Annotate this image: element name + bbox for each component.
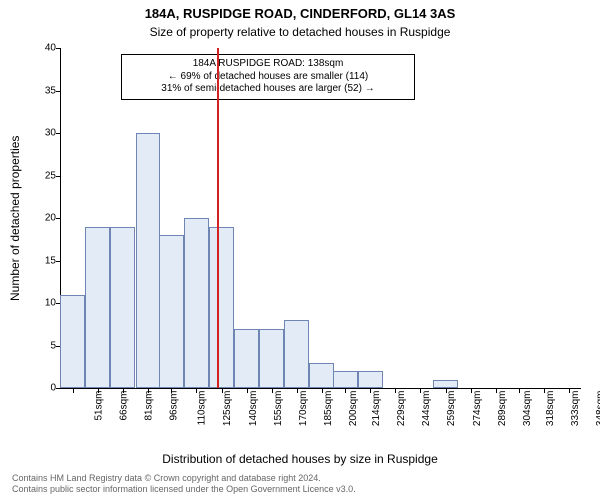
x-tick-mark xyxy=(395,388,396,393)
x-tick-mark xyxy=(247,388,248,393)
histogram-bar xyxy=(284,320,309,388)
x-tick-label: 229sqm xyxy=(396,391,407,427)
annotation-box: 184A RUSPIDGE ROAD: 138sqm ← 69% of deta… xyxy=(121,54,415,100)
histogram-bar xyxy=(60,295,85,389)
x-tick-label: 51sqm xyxy=(93,391,104,421)
histogram-bar xyxy=(184,218,209,388)
x-tick-mark xyxy=(171,388,172,393)
x-axis-label: Distribution of detached houses by size … xyxy=(0,452,600,466)
x-tick-mark xyxy=(272,388,273,393)
x-tick-mark xyxy=(544,388,545,393)
y-tick-label: 30 xyxy=(30,128,56,139)
x-tick-mark xyxy=(73,388,74,393)
histogram-bar xyxy=(209,227,234,389)
x-tick-label: 110sqm xyxy=(197,391,208,426)
footer-attribution: Contains HM Land Registry data © Crown c… xyxy=(12,473,356,495)
x-tick-label: 200sqm xyxy=(348,391,359,427)
x-tick-mark xyxy=(297,388,298,393)
x-tick-mark xyxy=(496,388,497,393)
y-tick-mark xyxy=(56,91,61,92)
y-tick-label: 10 xyxy=(30,298,56,309)
histogram-bar xyxy=(433,380,458,389)
y-tick-mark xyxy=(56,218,61,219)
x-tick-mark xyxy=(148,388,149,393)
x-tick-mark xyxy=(370,388,371,393)
x-tick-label: 318sqm xyxy=(545,391,556,427)
histogram-bar xyxy=(85,227,110,389)
x-tick-label: 214sqm xyxy=(371,391,382,427)
x-tick-label: 125sqm xyxy=(223,391,234,427)
chart-title: 184A, RUSPIDGE ROAD, CINDERFORD, GL14 3A… xyxy=(0,6,600,21)
x-tick-label: 140sqm xyxy=(248,391,259,427)
y-tick-label: 25 xyxy=(30,170,56,181)
y-tick-label: 15 xyxy=(30,255,56,266)
y-tick-label: 5 xyxy=(30,340,56,351)
x-tick-label: 289sqm xyxy=(497,391,508,427)
annotation-line: 31% of semi-detached houses are larger (… xyxy=(128,83,408,96)
annotation-line: 184A RUSPIDGE ROAD: 138sqm xyxy=(128,58,408,71)
reference-line xyxy=(217,48,219,388)
x-tick-label: 348sqm xyxy=(595,391,600,427)
y-tick-mark xyxy=(56,48,61,49)
y-tick-mark xyxy=(56,388,61,389)
histogram-bar xyxy=(309,363,334,389)
x-tick-mark xyxy=(446,388,447,393)
x-tick-label: 96sqm xyxy=(168,391,179,421)
y-tick-mark xyxy=(56,176,61,177)
x-tick-label: 259sqm xyxy=(447,391,458,427)
x-tick-mark xyxy=(196,388,197,393)
x-tick-label: 304sqm xyxy=(522,391,533,427)
chart-subtitle: Size of property relative to detached ho… xyxy=(0,25,600,39)
histogram-bar xyxy=(234,329,259,389)
x-tick-mark xyxy=(345,388,346,393)
x-tick-label: 244sqm xyxy=(421,391,432,427)
x-tick-mark xyxy=(123,388,124,393)
chart-container: 184A, RUSPIDGE ROAD, CINDERFORD, GL14 3A… xyxy=(0,0,600,500)
y-axis-label: Number of detached properties xyxy=(8,135,22,300)
x-tick-mark xyxy=(222,388,223,393)
footer-line: Contains public sector information licen… xyxy=(12,484,356,495)
x-tick-label: 333sqm xyxy=(570,391,581,427)
histogram-bar xyxy=(136,133,161,388)
x-tick-label: 155sqm xyxy=(273,391,284,427)
y-tick-label: 20 xyxy=(30,213,56,224)
x-tick-mark xyxy=(98,388,99,393)
y-tick-label: 35 xyxy=(30,85,56,96)
x-tick-mark xyxy=(519,388,520,393)
plot-area: 184A RUSPIDGE ROAD: 138sqm ← 69% of deta… xyxy=(60,48,581,389)
y-tick-mark xyxy=(56,261,61,262)
x-tick-mark xyxy=(322,388,323,393)
x-tick-label: 274sqm xyxy=(472,391,483,427)
histogram-bar xyxy=(259,329,284,389)
x-tick-label: 66sqm xyxy=(118,391,129,421)
histogram-bar xyxy=(110,227,135,389)
histogram-bar xyxy=(358,371,383,388)
y-tick-label: 40 xyxy=(30,43,56,54)
x-tick-mark xyxy=(471,388,472,393)
histogram-bar xyxy=(159,235,184,388)
x-tick-mark xyxy=(420,388,421,393)
y-tick-label: 0 xyxy=(30,383,56,394)
x-tick-mark xyxy=(569,388,570,393)
x-tick-label: 170sqm xyxy=(298,391,309,427)
y-tick-mark xyxy=(56,133,61,134)
x-tick-label: 185sqm xyxy=(323,391,334,427)
x-tick-label: 81sqm xyxy=(143,391,154,421)
histogram-bar xyxy=(333,371,358,388)
annotation-line: ← 69% of detached houses are smaller (11… xyxy=(128,71,408,84)
footer-line: Contains HM Land Registry data © Crown c… xyxy=(12,473,356,484)
